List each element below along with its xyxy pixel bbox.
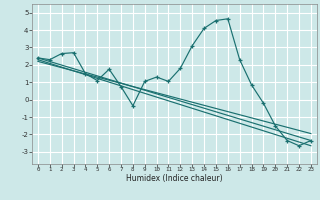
X-axis label: Humidex (Indice chaleur): Humidex (Indice chaleur) xyxy=(126,174,223,183)
